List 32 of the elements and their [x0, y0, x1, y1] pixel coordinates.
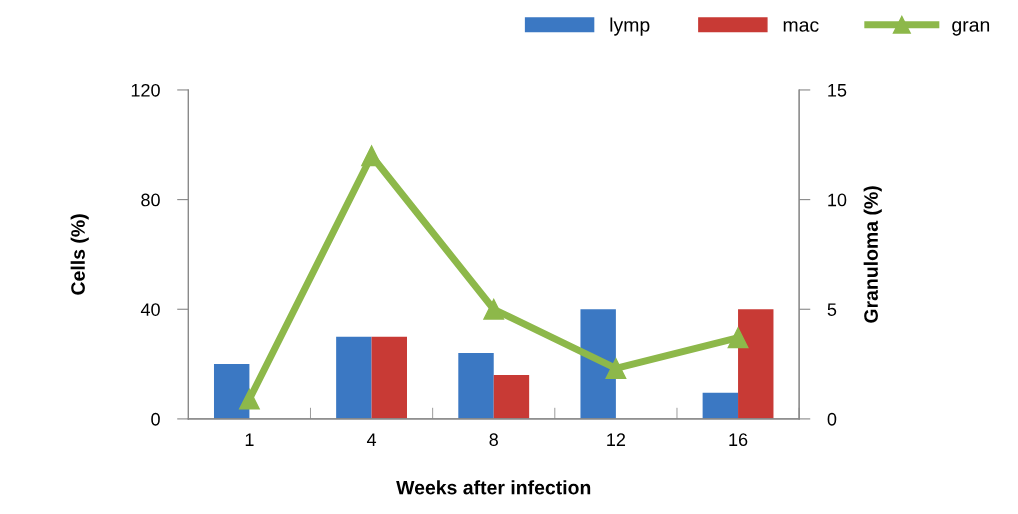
x-tick-label: 8	[489, 433, 498, 447]
y2-tick-label: 5	[827, 303, 837, 316]
x-tick-label: 1	[245, 433, 254, 446]
y2-tick-label: 15	[828, 84, 847, 97]
y-tick-label: 80	[141, 193, 160, 207]
bar	[580, 309, 616, 419]
y2-tick-label: 10	[828, 193, 847, 207]
point	[238, 388, 260, 410]
bar	[213, 364, 250, 419]
legend-label: lymp	[610, 17, 650, 36]
x-axis-title: Weeks after infection	[396, 480, 591, 495]
y-tick-label: 40	[140, 303, 160, 316]
x-tick-label: 4	[366, 433, 377, 446]
y-tick-label: 0	[151, 412, 160, 426]
x-tick-label: 12	[607, 433, 626, 446]
point	[361, 145, 382, 167]
legend-label: gran	[952, 21, 990, 36]
point	[727, 327, 749, 349]
y-tick-label: 120	[131, 83, 160, 97]
x-tick-label: 16	[729, 433, 748, 447]
bar	[371, 336, 407, 419]
y-axis-title: Cells (%)	[70, 214, 89, 295]
y2-axis-title: Granuloma (%)	[863, 186, 882, 323]
legend-label: mac	[783, 21, 819, 32]
bar	[493, 375, 530, 419]
bar	[702, 392, 739, 419]
bar	[458, 353, 494, 419]
bar	[336, 336, 372, 419]
point	[605, 358, 627, 379]
point	[483, 298, 505, 320]
y2-tick-label: 0	[827, 412, 837, 426]
bar	[738, 309, 774, 419]
